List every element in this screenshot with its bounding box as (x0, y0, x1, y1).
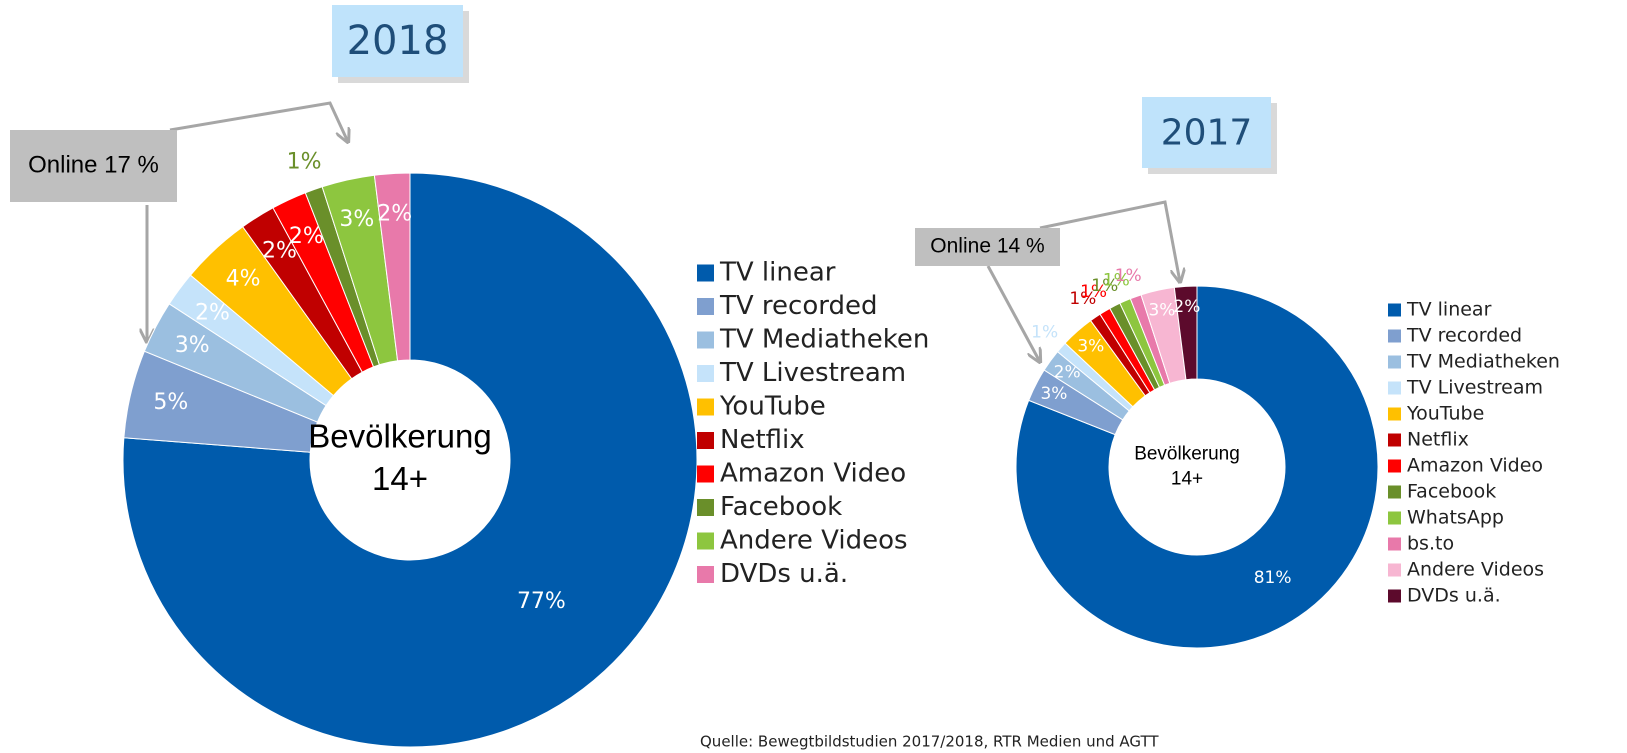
donut-segment (122, 172, 698, 748)
legend-swatch (1388, 511, 1401, 525)
legend-label: YouTube (719, 392, 826, 422)
data-label: 3% (1077, 337, 1104, 357)
legend-swatch (1388, 563, 1401, 577)
donut-segment (1173, 285, 1198, 381)
annotation: Online 14 % (930, 235, 1044, 258)
legend-label: Facebook (720, 492, 842, 522)
legend-label: TV recorded (719, 291, 878, 321)
data-label: 1% (1080, 282, 1107, 302)
legend-label: Amazon Video (1407, 455, 1543, 477)
data-label: 3% (1148, 300, 1175, 320)
legend-label: TV Livestream (1406, 377, 1543, 399)
title-box (332, 5, 463, 77)
annotation: Online 17 % (28, 151, 159, 178)
legend-label: Andere Videos (1407, 559, 1544, 581)
data-label: 4% (226, 267, 261, 292)
title-box (1142, 97, 1271, 168)
chart-title: 2017 (1161, 113, 1253, 154)
legend-label: TV recorded (1406, 325, 1522, 347)
legend-swatch (697, 432, 714, 449)
center-label: Bevölkerung (308, 417, 491, 454)
legend-label: Facebook (1407, 481, 1496, 503)
chart-title: 2018 (347, 18, 449, 64)
legend-swatch (697, 398, 714, 416)
legend-swatch (697, 566, 714, 583)
arrow (1039, 200, 1180, 282)
legend-swatch (697, 499, 714, 516)
data-label: 2% (1054, 363, 1081, 383)
data-label: 1% (1091, 276, 1118, 296)
legend-swatch (1388, 355, 1401, 369)
legend-swatch (1388, 433, 1401, 447)
source: Quelle: Bewegtbildstudien 2017/2018, RTR… (700, 733, 1159, 751)
annotation-box (10, 130, 177, 202)
donut-segment (1015, 285, 1379, 649)
data-label: 81% (1254, 568, 1292, 588)
legend-label: TV linear (719, 258, 836, 288)
legend-swatch (1388, 303, 1401, 317)
legend-label: DVDs u.ä. (1407, 585, 1501, 607)
center-label: Bevölkerung (1134, 444, 1240, 465)
data-label: 1% (287, 150, 322, 175)
legend-label: Netflix (1407, 429, 1469, 451)
legend-swatch (1388, 329, 1401, 343)
center-label: 14+ (372, 460, 428, 497)
legend-label: YouTube (1406, 403, 1484, 425)
legend-label: TV Livestream (719, 358, 906, 388)
legend-swatch (1388, 407, 1401, 421)
legend-swatch (697, 298, 714, 315)
data-label: 3% (339, 207, 374, 232)
donut-segment (373, 172, 411, 362)
legend-label: TV linear (1406, 299, 1492, 321)
data-label: 3% (175, 333, 210, 358)
data-label: 2% (377, 202, 412, 227)
legend-swatch (1388, 381, 1401, 395)
data-label: 2% (1173, 297, 1200, 317)
legend-swatch (697, 532, 714, 550)
legend-label: bs.to (1407, 533, 1454, 555)
data-label: 1% (1069, 289, 1096, 309)
legend-swatch (697, 365, 714, 382)
annotation-box (915, 228, 1060, 266)
data-label: 1% (1115, 266, 1142, 286)
legend-label: Amazon Video (720, 459, 906, 489)
arrow (169, 101, 348, 142)
data-label: 2% (262, 239, 297, 264)
legend-swatch (1388, 485, 1401, 499)
data-label: 2% (289, 224, 324, 249)
arrow (986, 265, 1040, 362)
legend-swatch (1388, 589, 1401, 603)
legend-label: DVDs u.ä. (720, 559, 848, 589)
data-label: 77% (517, 589, 566, 614)
legend-swatch (697, 331, 714, 349)
legend-label: Andere Videos (720, 526, 908, 556)
center-label: 14+ (1171, 468, 1203, 489)
data-label: 5% (153, 390, 188, 415)
legend-label: WhatsApp (1407, 507, 1504, 529)
data-label: 1% (1103, 271, 1130, 291)
legend-swatch (697, 264, 714, 282)
data-label: 1% (1031, 323, 1058, 343)
legend-swatch (1388, 459, 1401, 473)
data-label: 3% (1040, 384, 1067, 404)
legend-swatch (1388, 537, 1401, 551)
legend-label: TV Mediatheken (1406, 351, 1560, 373)
legend-label: Netflix (720, 425, 805, 455)
data-label: 2% (195, 301, 230, 326)
legend-swatch (697, 465, 714, 483)
legend-label: TV Mediatheken (719, 325, 929, 355)
